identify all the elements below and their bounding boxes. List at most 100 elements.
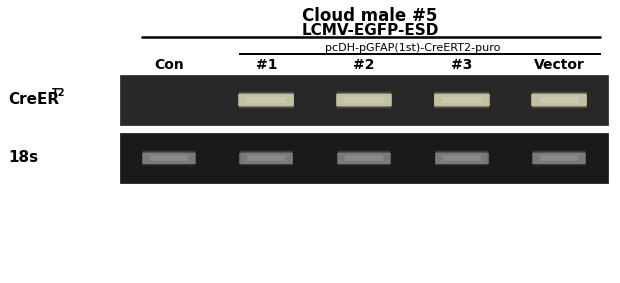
Bar bbox=[532, 93, 587, 107]
Bar bbox=[435, 153, 489, 164]
Bar bbox=[435, 150, 489, 166]
Bar bbox=[435, 94, 488, 106]
Bar bbox=[436, 152, 487, 164]
Bar bbox=[533, 151, 586, 166]
Bar bbox=[336, 94, 392, 106]
Bar bbox=[345, 155, 383, 161]
Bar bbox=[339, 153, 389, 164]
Bar bbox=[143, 151, 195, 165]
Bar bbox=[337, 93, 391, 107]
Bar bbox=[434, 91, 489, 109]
Bar bbox=[239, 91, 294, 109]
Bar bbox=[239, 93, 293, 107]
Bar bbox=[239, 91, 294, 109]
Bar bbox=[442, 97, 481, 103]
Bar bbox=[533, 150, 586, 166]
Bar bbox=[337, 151, 391, 166]
Bar bbox=[435, 93, 489, 107]
Bar bbox=[532, 92, 587, 108]
Bar bbox=[533, 94, 586, 106]
Bar bbox=[247, 155, 285, 161]
Bar bbox=[143, 152, 195, 164]
Bar bbox=[338, 151, 391, 165]
Bar bbox=[435, 93, 489, 107]
Bar bbox=[337, 92, 391, 108]
Text: Con: Con bbox=[154, 58, 184, 72]
Bar bbox=[533, 152, 585, 164]
Bar bbox=[435, 151, 488, 165]
Bar bbox=[434, 92, 489, 108]
Bar bbox=[239, 94, 293, 106]
Bar bbox=[336, 91, 392, 109]
Bar bbox=[540, 155, 578, 161]
Bar bbox=[435, 150, 489, 166]
Bar bbox=[337, 94, 391, 106]
Text: 18s: 18s bbox=[8, 151, 38, 166]
Text: #2: #2 bbox=[353, 58, 374, 72]
Bar bbox=[143, 151, 195, 166]
Bar bbox=[241, 152, 293, 164]
Bar bbox=[150, 155, 188, 161]
Bar bbox=[443, 155, 481, 161]
Bar bbox=[120, 75, 608, 125]
Bar bbox=[532, 92, 587, 108]
Text: #1: #1 bbox=[255, 58, 277, 72]
Bar bbox=[531, 94, 587, 106]
Bar bbox=[435, 151, 488, 166]
Bar bbox=[435, 151, 488, 165]
Text: LCMV-EGFP-ESD: LCMV-EGFP-ESD bbox=[301, 23, 439, 38]
Bar bbox=[247, 97, 286, 103]
Text: T2: T2 bbox=[52, 88, 66, 98]
Bar bbox=[338, 152, 390, 164]
Bar bbox=[532, 153, 586, 164]
Bar bbox=[533, 152, 585, 164]
Bar bbox=[337, 93, 391, 107]
Bar bbox=[436, 153, 487, 164]
Bar bbox=[239, 150, 293, 166]
Text: #3: #3 bbox=[451, 58, 472, 72]
Bar bbox=[239, 93, 293, 107]
Bar bbox=[337, 150, 391, 166]
Bar bbox=[336, 91, 392, 109]
Bar bbox=[239, 153, 293, 164]
Bar bbox=[434, 92, 489, 108]
Bar bbox=[240, 151, 293, 165]
Bar bbox=[241, 152, 292, 164]
Bar bbox=[338, 151, 390, 165]
Bar bbox=[239, 92, 294, 108]
Bar bbox=[435, 94, 489, 106]
Bar bbox=[533, 150, 586, 166]
Bar bbox=[539, 97, 579, 103]
Text: CreER: CreER bbox=[8, 91, 59, 106]
Bar bbox=[344, 97, 384, 103]
Bar bbox=[531, 91, 587, 109]
Bar bbox=[240, 94, 293, 106]
Bar bbox=[143, 152, 195, 164]
Text: Vector: Vector bbox=[534, 58, 585, 72]
Text: Cloud male #5: Cloud male #5 bbox=[303, 7, 438, 25]
Bar bbox=[143, 153, 195, 164]
Bar bbox=[338, 152, 390, 164]
Bar bbox=[240, 150, 293, 166]
Bar bbox=[240, 151, 293, 165]
Bar bbox=[337, 150, 391, 166]
Bar bbox=[143, 151, 195, 165]
Bar bbox=[337, 94, 391, 106]
Bar bbox=[534, 153, 585, 164]
Bar bbox=[120, 133, 608, 183]
Bar bbox=[142, 150, 195, 166]
Bar bbox=[240, 151, 293, 166]
Bar bbox=[436, 152, 487, 164]
Bar bbox=[533, 151, 585, 165]
Bar bbox=[533, 151, 585, 165]
Text: pcDH-pGFAP(1st)-CreERT2-puro: pcDH-pGFAP(1st)-CreERT2-puro bbox=[325, 43, 500, 53]
Bar bbox=[142, 150, 196, 166]
Bar bbox=[241, 153, 292, 164]
Bar bbox=[433, 94, 490, 106]
Bar bbox=[337, 153, 391, 164]
Bar bbox=[239, 94, 294, 106]
Bar bbox=[533, 94, 586, 106]
Bar bbox=[239, 92, 294, 108]
Bar bbox=[142, 153, 196, 164]
Bar bbox=[337, 92, 391, 108]
